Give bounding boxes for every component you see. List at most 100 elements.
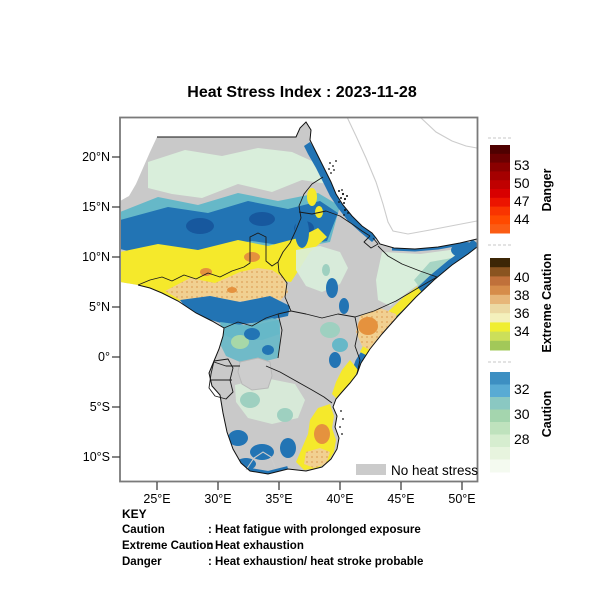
colorbar-segment	[490, 197, 510, 208]
patch-yellow-eritrea-2	[315, 206, 323, 218]
patch-blue-redsea-coast	[304, 142, 376, 242]
patch-blue-rift-2	[339, 298, 349, 314]
no-heat-stress-swatch	[356, 464, 386, 475]
colorbar-segment	[490, 459, 510, 473]
lat-tick-5s: 5°S	[89, 400, 110, 414]
patch-blue-tanzania-3	[280, 438, 296, 458]
key-term-danger: Danger	[122, 556, 162, 568]
patch-orange-ssudan-1	[200, 268, 212, 276]
colorbar-segment	[490, 171, 510, 181]
axis-ticks	[112, 156, 463, 490]
colorbar-segment	[490, 447, 510, 460]
colorbar-segment	[490, 258, 510, 268]
patch-orange-somalia	[358, 317, 378, 335]
colorbar-segment	[490, 162, 510, 172]
patch-teal-kenya-1	[320, 322, 340, 338]
cb-caution-tick-28: 28	[514, 431, 530, 447]
colorbar-caution	[490, 372, 510, 473]
colorbar-segment	[490, 331, 510, 342]
patch-yellow-eritrea-1	[307, 188, 317, 206]
patch-green-uganda	[231, 335, 249, 349]
cb-danger-tick-50: 50	[514, 175, 530, 191]
key-row-extreme-caution: Extreme Caution: Heat exhaustion	[122, 540, 304, 552]
colorbar-segment	[490, 304, 510, 314]
key-term-caution: Caution	[122, 524, 165, 536]
patch-blue-uganda-2	[262, 345, 274, 355]
patch-yellow-belt	[121, 228, 327, 301]
colorbar-segment	[490, 434, 510, 448]
patch-blue-ethiopia-west	[295, 216, 309, 248]
patch-darkblue-2	[249, 212, 275, 226]
map-frame	[119, 116, 479, 483]
patch-yellow-kenya-coast	[332, 360, 358, 400]
colorbar-segment	[490, 189, 510, 199]
patch-tan-tanzania-speckle	[304, 448, 330, 468]
patch-teal-ethiopia	[322, 264, 330, 276]
neighbour-coastlines	[245, 118, 477, 471]
key-def-caution: : Heat fatigue with prolonged exposure	[208, 524, 421, 536]
cb-extreme-caution-label: Extreme Caution	[540, 253, 554, 353]
colorbar-segment	[490, 145, 510, 155]
patch-orange-tanzania	[314, 424, 330, 444]
country-borders	[137, 176, 438, 404]
colorbar-segment	[490, 422, 510, 435]
colorbar-segment	[490, 153, 510, 164]
key-def-danger: : Heat exhaustion/ heat stroke probable	[208, 556, 424, 568]
colorbar-segment	[490, 294, 510, 305]
colorbar-segment	[490, 276, 510, 287]
lat-tick-0: 0°	[98, 350, 110, 364]
lat-tick-5n: 5°N	[89, 300, 110, 314]
patch-darkblue-1	[186, 218, 214, 234]
key-term-extreme-caution: Extreme Caution	[122, 540, 214, 552]
lon-tick-50e: 50°E	[448, 492, 476, 506]
cb-caution-label: Caution	[540, 390, 554, 438]
cb-ec-tick-38: 38	[514, 287, 530, 303]
key-row-caution: Caution : Heat fatigue with prolonged exp…	[122, 524, 421, 536]
lake-victoria	[237, 357, 273, 391]
page-title: Heat Stress Index : 2023-11-28	[187, 84, 417, 101]
cb-caution-tick-30: 30	[514, 406, 530, 422]
colorbar-segment	[490, 215, 510, 225]
colorbar-segment	[490, 285, 510, 296]
key-row-danger: Danger : Heat exhaustion/ heat stroke pro…	[122, 556, 423, 568]
patch-blue-kenya	[329, 352, 341, 368]
colorbar-segment	[490, 409, 510, 423]
colorbar-segment	[490, 313, 510, 323]
no-heat-stress-label: No heat stress	[391, 463, 479, 478]
cb-caution-tick-32: 32	[514, 381, 530, 397]
cb-ec-tick-36: 36	[514, 305, 530, 321]
colorbar-segment	[490, 397, 510, 410]
lon-tick-40e: 40°E	[326, 492, 354, 506]
lat-tick-15n: 15°N	[82, 200, 110, 214]
key-def-extreme-caution: : Heat exhaustion	[208, 540, 304, 552]
cb-danger-tick-53: 53	[514, 157, 530, 173]
cb-ec-tick-40: 40	[514, 269, 530, 285]
lon-tick-30e: 30°E	[204, 492, 232, 506]
key-heading: KEY	[122, 507, 147, 521]
cb-ec-tick-34: 34	[514, 323, 530, 339]
colorbar-danger	[490, 145, 510, 234]
lon-tick-45e: 45°E	[387, 492, 415, 506]
colorbar-segment	[490, 322, 510, 333]
colorbar-extreme-caution	[490, 258, 510, 351]
patch-palegreen-north	[148, 148, 328, 198]
lat-tick-20n: 20°N	[82, 150, 110, 164]
lon-tick-35e: 35°E	[265, 492, 293, 506]
patch-orange-abyei	[244, 252, 260, 262]
colorbar-segment	[490, 224, 510, 234]
lon-tick-25e: 25°E	[143, 492, 171, 506]
patch-blue-tanzania-1	[228, 430, 248, 446]
colorbar-segment	[490, 180, 510, 190]
region-coastline	[137, 121, 477, 475]
patch-orange-ssudan-2	[227, 287, 237, 293]
patch-teal-kenya-2	[332, 338, 348, 352]
cb-danger-tick-44: 44	[514, 211, 530, 227]
colorbar-segment	[490, 372, 510, 385]
cb-danger-label: Danger	[540, 168, 554, 212]
colorbar-segment	[490, 206, 510, 216]
lat-tick-10n: 10°N	[82, 250, 110, 264]
patch-blue-tanzania-2	[250, 444, 274, 460]
patch-teal-tanzania-2	[277, 408, 293, 422]
colorbar-segment	[490, 384, 510, 398]
